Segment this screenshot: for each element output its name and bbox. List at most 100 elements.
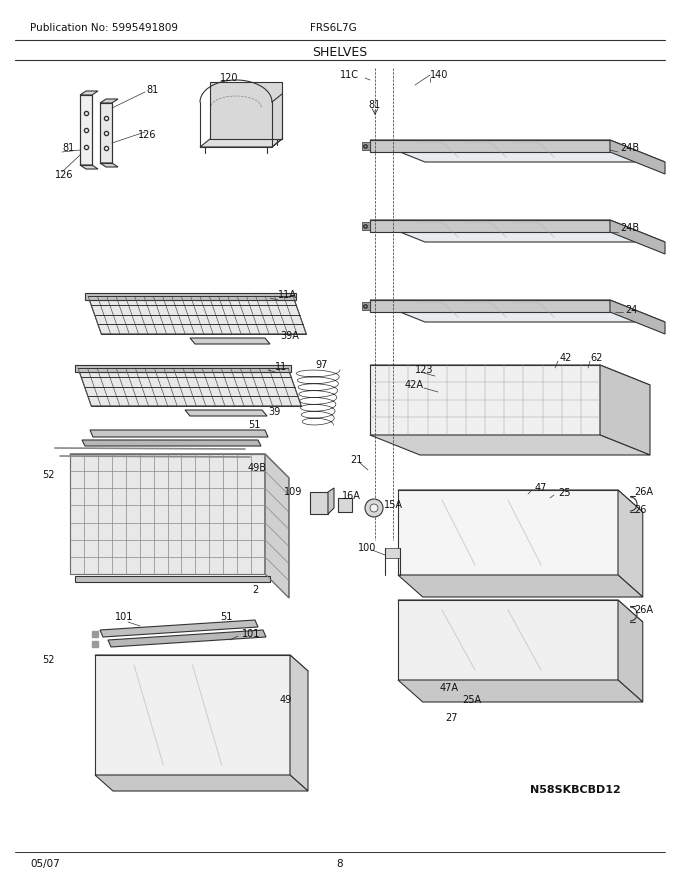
- Polygon shape: [398, 600, 618, 680]
- Polygon shape: [398, 680, 643, 702]
- Polygon shape: [328, 488, 334, 514]
- Polygon shape: [370, 300, 610, 312]
- Text: 49B: 49B: [248, 463, 267, 473]
- Polygon shape: [618, 600, 643, 702]
- Text: 26A: 26A: [634, 487, 653, 497]
- Polygon shape: [398, 490, 618, 575]
- Text: FRS6L7G: FRS6L7G: [310, 23, 357, 33]
- Text: 51: 51: [248, 420, 260, 430]
- Text: 42A: 42A: [405, 380, 424, 390]
- Text: 81: 81: [62, 143, 74, 153]
- Polygon shape: [200, 139, 282, 147]
- Polygon shape: [370, 365, 650, 385]
- Text: 140: 140: [430, 70, 448, 80]
- Circle shape: [365, 499, 383, 517]
- Text: 97: 97: [315, 360, 327, 370]
- Text: 52: 52: [42, 470, 55, 480]
- Polygon shape: [370, 140, 610, 152]
- Polygon shape: [88, 296, 306, 334]
- Polygon shape: [210, 82, 282, 139]
- Text: Publication No: 5995491809: Publication No: 5995491809: [30, 23, 178, 33]
- Text: 47: 47: [535, 483, 547, 493]
- Text: SHELVES: SHELVES: [312, 46, 368, 58]
- Text: N58SKBCBD12: N58SKBCBD12: [530, 785, 621, 795]
- Text: 100: 100: [358, 543, 376, 553]
- Text: 101: 101: [115, 612, 133, 622]
- Circle shape: [370, 504, 378, 512]
- Polygon shape: [370, 220, 610, 232]
- Polygon shape: [80, 91, 98, 95]
- Text: 05/07: 05/07: [30, 859, 60, 869]
- Text: 24B: 24B: [620, 143, 639, 153]
- Text: 24: 24: [625, 305, 637, 315]
- Text: 15A: 15A: [384, 500, 403, 510]
- Polygon shape: [100, 103, 112, 163]
- Polygon shape: [190, 338, 270, 344]
- Polygon shape: [265, 454, 289, 598]
- Polygon shape: [80, 165, 98, 169]
- Text: 126: 126: [55, 170, 73, 180]
- Polygon shape: [385, 548, 400, 558]
- Polygon shape: [75, 365, 291, 372]
- Text: 24B: 24B: [620, 223, 639, 233]
- Text: 101: 101: [242, 629, 260, 639]
- Polygon shape: [95, 655, 290, 775]
- Text: 39A: 39A: [280, 331, 299, 341]
- Polygon shape: [610, 220, 665, 254]
- Text: 27: 27: [445, 713, 458, 723]
- Polygon shape: [338, 498, 352, 512]
- Text: 11: 11: [275, 362, 287, 372]
- Polygon shape: [398, 490, 643, 512]
- Text: 8: 8: [337, 859, 343, 869]
- Polygon shape: [362, 302, 370, 310]
- Text: 42: 42: [560, 353, 573, 363]
- Polygon shape: [610, 140, 665, 174]
- Polygon shape: [618, 490, 643, 597]
- Polygon shape: [370, 365, 600, 435]
- Text: 49: 49: [280, 695, 292, 705]
- Polygon shape: [70, 454, 265, 574]
- Text: 81: 81: [368, 100, 380, 110]
- Polygon shape: [75, 576, 270, 582]
- Polygon shape: [90, 430, 268, 437]
- Text: 126: 126: [138, 130, 156, 140]
- Text: 81: 81: [146, 85, 158, 95]
- Text: 16A: 16A: [342, 491, 361, 501]
- Polygon shape: [100, 163, 118, 167]
- Polygon shape: [398, 600, 643, 622]
- Polygon shape: [610, 300, 665, 334]
- Text: 25: 25: [558, 488, 571, 498]
- Text: 26A: 26A: [634, 605, 653, 615]
- Polygon shape: [80, 95, 92, 165]
- Text: 39: 39: [268, 407, 280, 417]
- Polygon shape: [100, 620, 258, 637]
- Polygon shape: [185, 410, 267, 416]
- Polygon shape: [78, 368, 301, 406]
- Polygon shape: [95, 775, 308, 791]
- Polygon shape: [100, 99, 118, 103]
- Text: 2: 2: [252, 585, 258, 595]
- Polygon shape: [370, 300, 665, 322]
- Polygon shape: [362, 222, 370, 230]
- Text: 11A: 11A: [278, 290, 297, 300]
- Polygon shape: [370, 435, 650, 455]
- Polygon shape: [310, 492, 328, 514]
- Polygon shape: [70, 454, 289, 478]
- Text: 21: 21: [350, 455, 362, 465]
- Text: 26: 26: [634, 505, 647, 515]
- Polygon shape: [290, 655, 308, 791]
- Polygon shape: [85, 293, 296, 300]
- Text: 62: 62: [590, 353, 602, 363]
- Text: 51: 51: [220, 612, 233, 622]
- Polygon shape: [362, 142, 370, 150]
- Polygon shape: [108, 630, 266, 647]
- Polygon shape: [82, 440, 261, 446]
- Text: 52: 52: [42, 655, 55, 665]
- Text: 11C: 11C: [340, 70, 359, 80]
- Polygon shape: [370, 140, 665, 162]
- Text: 120: 120: [220, 73, 239, 83]
- Text: 47A: 47A: [440, 683, 459, 693]
- Text: 123: 123: [415, 365, 434, 375]
- Polygon shape: [95, 655, 308, 671]
- Text: 25A: 25A: [462, 695, 481, 705]
